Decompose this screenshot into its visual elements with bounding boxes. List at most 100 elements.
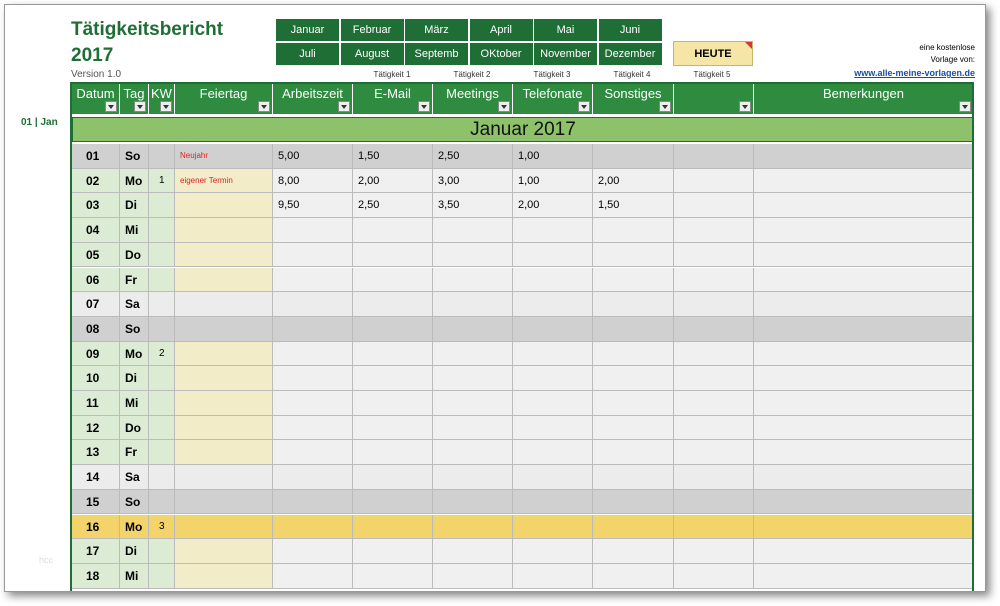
month-button[interactable]: Februar [339,18,405,42]
cell [433,341,513,367]
column-header: E-Mail [353,84,433,114]
cell [513,366,593,391]
cell [513,316,593,342]
cell [593,415,674,441]
cell [175,563,273,589]
month-button[interactable]: Juni [597,18,663,42]
filter-button[interactable] [498,101,510,112]
cell [674,489,754,515]
month-button[interactable]: April [468,18,534,42]
cell [273,415,353,441]
cell [513,415,593,441]
cell [433,539,513,564]
cell: 11 [72,391,120,416]
cell [674,465,754,490]
cell [754,514,972,540]
cell: 10 [72,366,120,391]
cell [175,292,273,317]
filter-button[interactable] [418,101,430,112]
promo-link[interactable]: www.alle-meine-vorlagen.de [854,68,975,78]
cell [433,391,513,416]
cell [433,292,513,317]
filter-button[interactable] [578,101,590,112]
cell [175,514,273,540]
cell [513,391,593,416]
cell: 3 [149,514,175,540]
month-button[interactable]: Januar [275,18,340,42]
cell [513,218,593,243]
cell: 07 [72,292,120,317]
cell [149,366,175,391]
cell: Do [120,242,149,268]
month-button[interactable]: Juli [275,42,340,66]
month-button[interactable]: Septemb [404,42,469,66]
cell: 3,00 [433,168,513,194]
today-button[interactable]: HEUTE [673,41,753,66]
cell [433,415,513,441]
cell [175,391,273,416]
filter-button[interactable] [160,101,172,112]
cell: 1 [149,168,175,194]
month-button[interactable]: Dezember [597,42,663,66]
cell [674,539,754,564]
cell [175,193,273,219]
cell [593,440,674,466]
filter-button[interactable] [959,101,971,112]
cell [674,292,754,317]
cell: 1,50 [353,144,433,169]
month-button[interactable]: August [339,42,405,66]
cell [674,366,754,391]
cell [433,563,513,589]
month-button[interactable]: Mai [533,18,598,42]
cell: 12 [72,415,120,441]
cell [353,366,433,391]
cell: 06 [72,267,120,293]
cell [353,292,433,317]
cell [175,489,273,515]
month-button[interactable]: März [404,18,469,42]
cell: 3,50 [433,193,513,219]
cell: 2,00 [353,168,433,194]
column-header: Sonstiges [593,84,674,114]
cell [273,563,353,589]
cell [754,144,972,169]
column-header: Feiertag [175,84,273,114]
activity-label: Tätigkeit 5 [693,70,731,79]
filter-button[interactable] [258,101,270,112]
cell: Sa [120,465,149,490]
cell [674,193,754,219]
filter-button[interactable] [338,101,350,112]
cell: Mo [120,514,149,540]
cell [754,465,972,490]
cell [754,316,972,342]
cell: 2,50 [433,144,513,169]
cell [674,341,754,367]
cell [674,242,754,268]
cell: 14 [72,465,120,490]
filter-button[interactable] [134,101,146,112]
cell [593,539,674,564]
cell [149,193,175,219]
cell [149,489,175,515]
cell [149,440,175,466]
cell: 1,00 [513,144,593,169]
year: 2017 [71,45,114,66]
month-button[interactable]: November [533,42,598,66]
cell [593,267,674,293]
column-header: Telefonate [513,84,593,114]
cell [353,218,433,243]
cell [433,465,513,490]
filter-button[interactable] [739,101,751,112]
cell: Mo [120,168,149,194]
filter-button[interactable] [105,101,117,112]
month-button[interactable]: OKtober [468,42,534,66]
cell [149,539,175,564]
cell [175,218,273,243]
cell [175,316,273,342]
cell [593,489,674,515]
cell [754,292,972,317]
cell [593,218,674,243]
sheet: Tätigkeitsbericht 2017 Version 1.0 HEUTE… [4,4,986,592]
filter-button[interactable] [659,101,671,112]
cell [593,465,674,490]
